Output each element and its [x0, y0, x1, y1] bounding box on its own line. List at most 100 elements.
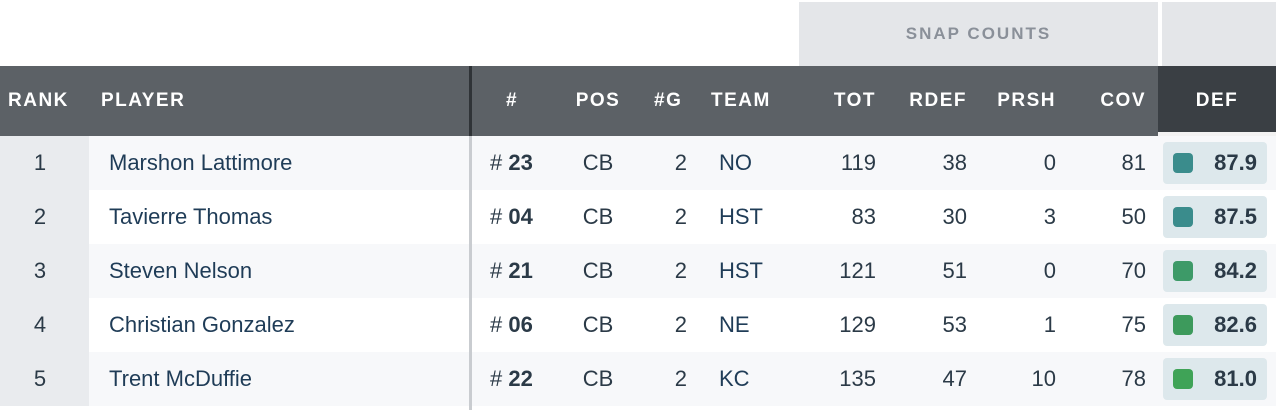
games-value: 2 — [674, 150, 687, 175]
player-name-link[interactable]: Marshon Lattimore — [109, 150, 293, 175]
column-header-games[interactable]: #G — [654, 90, 683, 111]
table-body: 1 Marshon Lattimore # 23 CB 2 NO 119 38 … — [0, 136, 1276, 406]
grade-swatch-icon — [1173, 261, 1193, 281]
position-value: CB — [582, 312, 614, 337]
jersey-hash: # — [490, 312, 503, 337]
player-name-link[interactable]: Steven Nelson — [109, 258, 253, 283]
rank-cell-bg — [0, 352, 89, 406]
rank-cell-bg — [0, 136, 89, 190]
cov-value: 81 — [1121, 150, 1146, 175]
table-row[interactable]: 2 Tavierre Thomas # 04 CB 2 HST 83 30 3 … — [0, 190, 1276, 244]
team-link[interactable]: KC — [719, 366, 750, 391]
rank-cell-bg — [0, 190, 89, 244]
rdef-value: 53 — [942, 312, 967, 337]
cov-value: 78 — [1121, 366, 1146, 391]
jersey-hash: # — [490, 150, 503, 175]
team-link[interactable]: NO — [719, 150, 752, 175]
column-header-def[interactable]: DEF — [1158, 66, 1276, 136]
column-divider-header — [469, 66, 472, 136]
jersey-number: # 21 — [490, 244, 533, 298]
row-bg — [89, 190, 1276, 244]
jersey-hash: # — [490, 258, 503, 283]
rank-cell-bg — [0, 298, 89, 352]
column-header-player[interactable]: PLAYER — [101, 90, 186, 111]
tot-value: 135 — [839, 366, 876, 391]
grade-swatch-icon — [1173, 315, 1193, 335]
jersey-number-value: 04 — [508, 204, 533, 229]
rank-value: 4 — [33, 312, 47, 337]
def-grade-badge: 87.9 — [1163, 142, 1267, 184]
def-grade-badge: 84.2 — [1163, 250, 1267, 292]
column-group-header: SNAP COUNTS — [0, 0, 1276, 66]
rank-value: 1 — [33, 150, 47, 175]
def-grade-value: 84.2 — [1214, 258, 1257, 283]
table-header: RANK PLAYER # POS #G TEAM TOT RDEF PRSH … — [0, 66, 1276, 136]
def-grade-badge: 82.6 — [1163, 304, 1267, 346]
player-name-link[interactable]: Trent McDuffie — [109, 366, 253, 391]
cov-value: 70 — [1121, 258, 1146, 283]
column-header-rank[interactable]: RANK — [8, 90, 69, 111]
player-name-link[interactable]: Tavierre Thomas — [109, 204, 273, 229]
table-row[interactable]: 3 Steven Nelson # 21 CB 2 HST 121 51 0 7… — [0, 244, 1276, 298]
grade-swatch-icon — [1173, 369, 1193, 389]
team-link[interactable]: HST — [719, 204, 763, 229]
jersey-number: # 04 — [490, 190, 533, 244]
team-link[interactable]: NE — [719, 312, 750, 337]
grade-swatch-icon — [1173, 207, 1193, 227]
games-value: 2 — [674, 366, 687, 391]
table-row[interactable]: 1 Marshon Lattimore # 23 CB 2 NO 119 38 … — [0, 136, 1276, 190]
tot-value: 121 — [839, 258, 876, 283]
snap-counts-group-label: SNAP COUNTS — [799, 2, 1158, 66]
row-bg — [89, 244, 1276, 298]
rdef-value: 51 — [942, 258, 967, 283]
column-header-rdef[interactable]: RDEF — [909, 90, 967, 111]
cov-value: 50 — [1121, 204, 1146, 229]
column-header-tot[interactable]: TOT — [833, 90, 876, 111]
tot-value: 129 — [839, 312, 876, 337]
jersey-number-value: 23 — [508, 150, 533, 175]
column-header-team[interactable]: TEAM — [711, 90, 771, 111]
jersey-number: # 06 — [490, 298, 533, 352]
jersey-hash: # — [490, 204, 503, 229]
def-grade-badge: 87.5 — [1163, 196, 1267, 238]
tot-value: 83 — [851, 204, 876, 229]
grade-group-label — [1162, 2, 1276, 66]
tot-value: 119 — [840, 150, 876, 175]
def-grade-badge: 81.0 — [1163, 358, 1267, 400]
jersey-number: # 23 — [490, 136, 533, 190]
jersey-hash: # — [490, 366, 503, 391]
position-value: CB — [582, 258, 614, 283]
rank-value: 5 — [33, 366, 47, 391]
def-grade-value: 81.0 — [1214, 366, 1257, 391]
column-divider — [469, 66, 472, 410]
def-grade-value: 82.6 — [1214, 312, 1257, 337]
jersey-number: # 22 — [490, 352, 533, 406]
jersey-number-value: 21 — [508, 258, 533, 283]
row-bg — [89, 298, 1276, 352]
prsh-value: 0 — [1043, 150, 1056, 175]
column-header-cov[interactable]: COV — [1100, 90, 1146, 111]
table-row[interactable]: 4 Christian Gonzalez # 06 CB 2 NE 129 53… — [0, 298, 1276, 352]
column-header-pos[interactable]: POS — [575, 90, 621, 111]
prsh-value: 1 — [1043, 312, 1056, 337]
rdef-value: 47 — [942, 366, 967, 391]
games-value: 2 — [674, 258, 687, 283]
position-value: CB — [582, 150, 614, 175]
games-value: 2 — [674, 312, 687, 337]
team-link[interactable]: HST — [719, 258, 763, 283]
table-row[interactable]: 5 Trent McDuffie # 22 CB 2 KC 135 47 10 … — [0, 352, 1276, 406]
cov-value: 75 — [1121, 312, 1146, 337]
row-bg — [89, 352, 1276, 406]
column-header-number[interactable]: # — [505, 90, 519, 111]
rdef-value: 30 — [942, 204, 967, 229]
rdef-value: 38 — [942, 150, 967, 175]
prsh-value: 10 — [1031, 366, 1056, 391]
column-header-prsh[interactable]: PRSH — [997, 90, 1056, 111]
player-name-link[interactable]: Christian Gonzalez — [109, 312, 295, 337]
position-value: CB — [582, 204, 614, 229]
row-bg — [89, 136, 1276, 190]
prsh-value: 3 — [1043, 204, 1056, 229]
jersey-number-value: 06 — [508, 312, 533, 337]
def-grade-value: 87.9 — [1214, 150, 1257, 175]
rank-value: 3 — [33, 258, 47, 283]
